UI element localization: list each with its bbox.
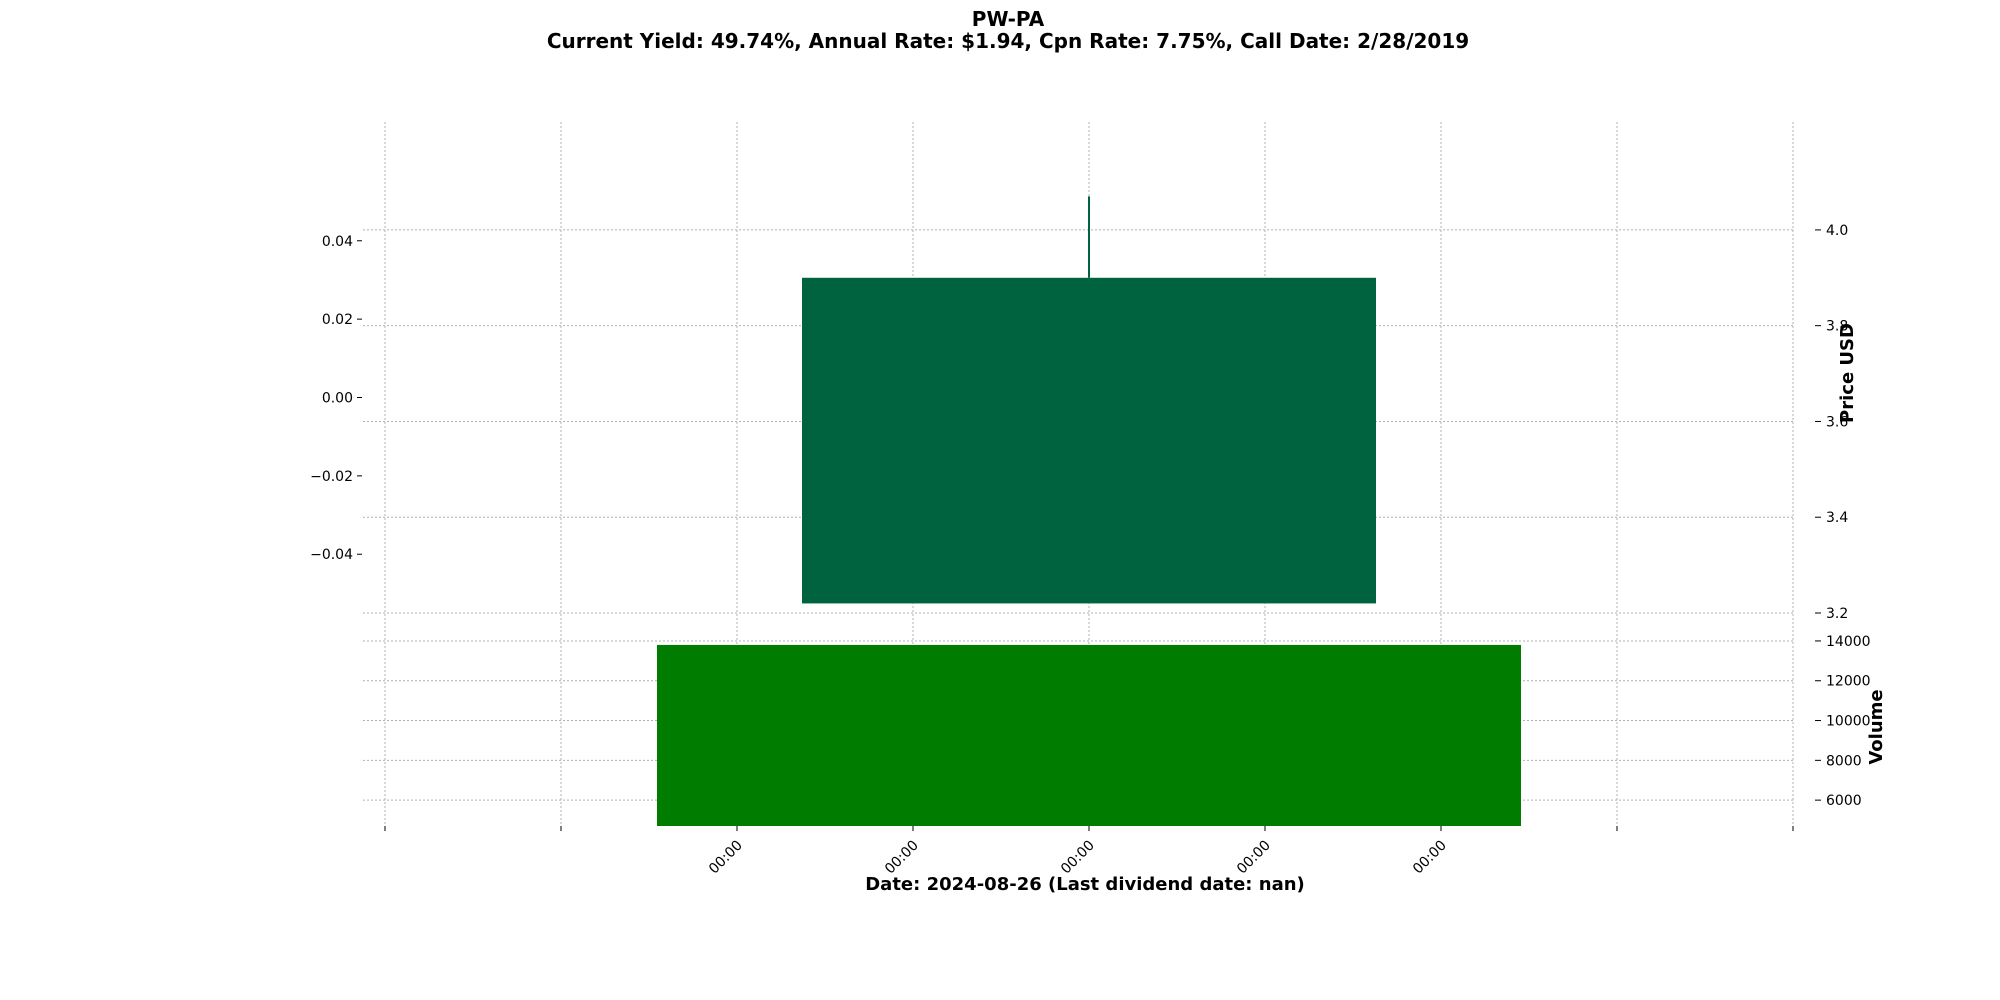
price-axis-label: Price USD [1837, 323, 1858, 423]
price-tick-label: 3.6 [1826, 414, 1848, 430]
x-tick-label: 00:00 [1058, 838, 1098, 878]
volume-tick-label: 14000 [1826, 634, 1871, 650]
x-tick-label: 00:00 [882, 838, 922, 878]
x-tick-label: 00:00 [1410, 838, 1450, 878]
chart-marks [657, 196, 1521, 826]
left-tick-label: 0.00 [322, 391, 353, 407]
x-tick-label: 00:00 [706, 838, 746, 878]
price-tick-label: 3.4 [1826, 510, 1848, 526]
price-tick-label: 4.0 [1826, 223, 1848, 239]
volume-bar [657, 644, 1521, 826]
volume-tick-label: 6000 [1826, 793, 1862, 809]
x-axis: 00:00 00:00 00:00 00:00 00:00 [384, 826, 1794, 878]
x-axis-label: Date: 2024-08-26 (Last dividend date: na… [865, 874, 1305, 895]
volume-tick-label: 12000 [1826, 674, 1871, 690]
candle-body [802, 277, 1376, 604]
price-tick-label: 3.8 [1826, 319, 1848, 335]
volume-axis-label: Volume [1866, 689, 1887, 764]
left-tick-label: 0.02 [322, 312, 353, 328]
left-tick-label: −0.02 [310, 469, 353, 485]
left-tick-label: 0.04 [322, 234, 353, 250]
price-tick-label: 3.2 [1826, 606, 1848, 622]
volume-tick-label: 8000 [1826, 753, 1862, 769]
chart-subtitle: Current Yield: 49.74%, Annual Rate: $1.9… [547, 29, 1469, 53]
price-axis-left: 0.04 0.02 0.00 −0.02 −0.04 [310, 234, 362, 563]
chart-title: PW-PA [972, 7, 1045, 31]
volume-axis: 6000 8000 10000 12000 14000 [1815, 634, 1871, 809]
volume-tick-label: 10000 [1826, 714, 1871, 730]
left-tick-label: −0.04 [310, 547, 353, 563]
price-axis-right: 3.2 3.4 3.6 3.8 4.0 [1815, 223, 1848, 622]
x-tick-label: 00:00 [1234, 838, 1274, 878]
